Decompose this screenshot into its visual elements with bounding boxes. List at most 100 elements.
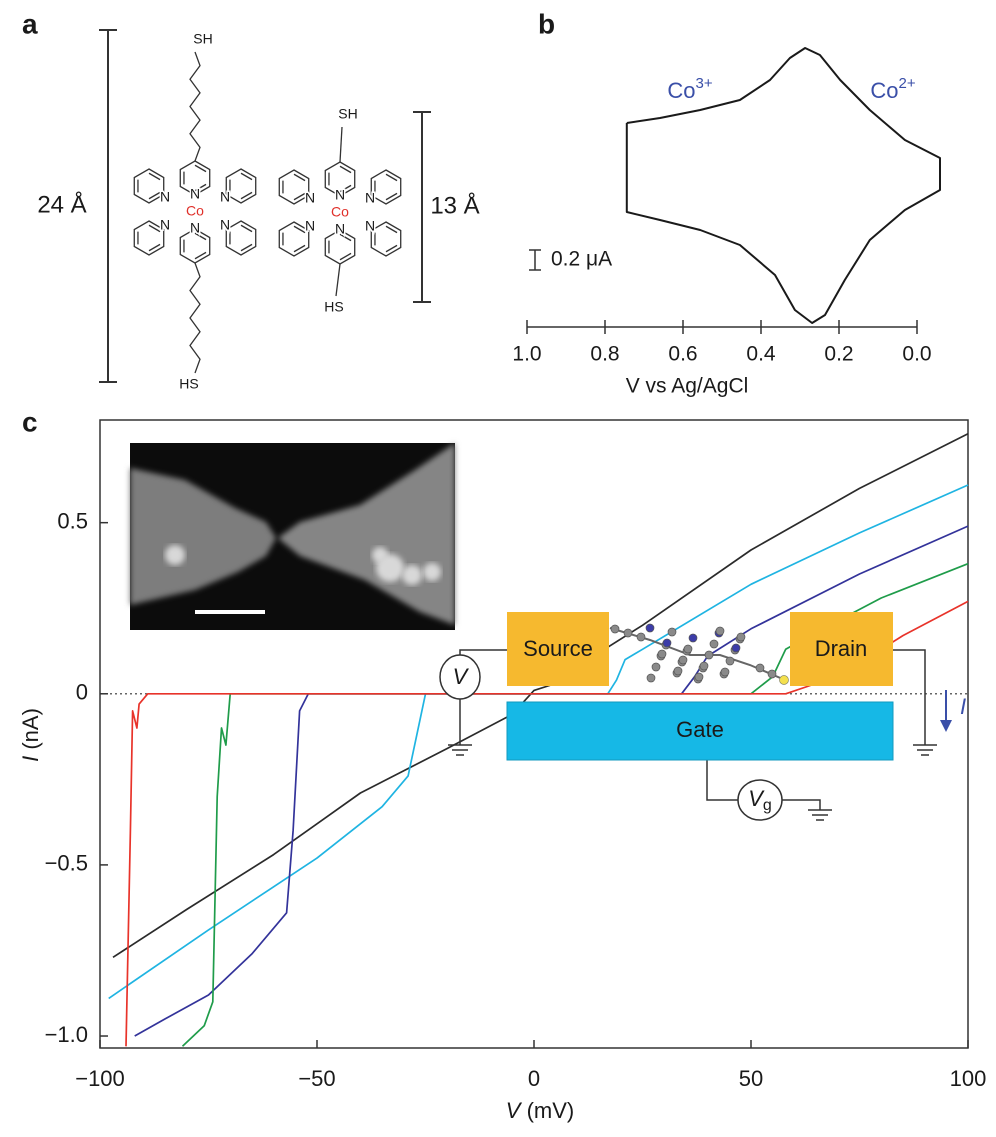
atom	[705, 651, 713, 659]
atom	[679, 656, 687, 664]
gate-voltage-sub: g	[763, 797, 772, 814]
x-tick-label: 0	[528, 1066, 540, 1091]
atom	[726, 657, 734, 665]
metal-label: Co	[186, 203, 204, 219]
sem-particle	[423, 563, 441, 581]
atom	[716, 627, 724, 635]
x-tick-label: 0.2	[824, 343, 853, 366]
nitrogen-label: N	[190, 220, 200, 236]
annotation: Co2+	[870, 75, 915, 103]
drain-label: Drain	[815, 636, 868, 661]
thiol-label: SH	[338, 106, 357, 122]
sem-particle	[402, 565, 422, 585]
atom	[684, 645, 692, 653]
nitrogen-label: N	[305, 190, 315, 206]
x-tick-label: 0.6	[668, 343, 697, 366]
thiol-label: SH	[193, 31, 212, 47]
x-axis-label: V vs Ag/AgCl	[626, 375, 749, 398]
wire	[707, 760, 738, 800]
length-label: 13 Å	[430, 191, 479, 219]
atom	[663, 639, 671, 647]
metal-label: Co	[331, 204, 349, 220]
nitrogen-label: N	[220, 217, 230, 233]
y-tick-label: −1.0	[45, 1022, 88, 1047]
alkyl-chain	[190, 52, 200, 161]
atom	[637, 633, 645, 641]
length-label: 24 Å	[37, 190, 86, 218]
nitrogen-label: N	[365, 218, 375, 234]
x-tick-label: 50	[739, 1066, 763, 1091]
bond	[340, 127, 342, 162]
nitrogen-label: N	[305, 218, 315, 234]
panel-label: c	[22, 406, 38, 437]
sem-particle	[165, 545, 185, 565]
atom	[710, 640, 718, 648]
atom	[652, 663, 660, 671]
x-axis-unit: (mV)	[520, 1098, 574, 1123]
panel-a: SHHSCoNNNNNN24 ÅSHHSCoNNNNNN13 Å	[37, 30, 479, 392]
junction-molecule	[610, 624, 789, 685]
y-tick-label: 0	[76, 680, 88, 705]
atom	[668, 628, 676, 636]
wire	[460, 650, 507, 655]
x-axis-label: V (mV)	[506, 1098, 574, 1123]
y-tick-label: 0.5	[57, 508, 88, 533]
y-tick-label: −0.5	[45, 851, 88, 876]
gate-label: Gate	[676, 717, 724, 742]
nitrogen-label: N	[335, 187, 345, 203]
y-axis-label: I (nA)	[18, 708, 43, 762]
atom	[756, 664, 764, 672]
x-tick-label: 0.8	[590, 343, 619, 366]
wire	[782, 800, 820, 810]
ring	[226, 169, 255, 203]
atom	[721, 668, 729, 676]
atom	[658, 650, 666, 658]
thiol-label: HS	[324, 299, 343, 315]
nitrogen-label: N	[365, 190, 375, 206]
panel-label: b	[538, 8, 555, 39]
nitrogen-label: N	[335, 221, 345, 237]
scale-label: 0.2 μA	[551, 248, 612, 271]
annotation-base: Co	[870, 78, 898, 103]
atom	[737, 633, 745, 641]
x-tick-label: 100	[950, 1066, 987, 1091]
atom	[700, 662, 708, 670]
atom	[674, 667, 682, 675]
voltage-label: V	[453, 664, 470, 689]
bond	[336, 264, 340, 296]
atom	[695, 673, 703, 681]
thiol-label: HS	[179, 376, 198, 392]
annotation-sup: 3+	[696, 75, 713, 92]
alkyl-chain	[190, 263, 200, 373]
annotation-sup: 2+	[899, 75, 916, 92]
atom	[646, 624, 654, 632]
nitrogen-label: N	[160, 189, 170, 205]
atom	[611, 625, 619, 633]
x-tick-label: 1.0	[512, 343, 541, 366]
atom	[624, 629, 632, 637]
source-label: Source	[523, 636, 593, 661]
nitrogen-label: N	[220, 189, 230, 205]
atom	[689, 634, 697, 642]
current-label: I	[960, 694, 966, 719]
figure: a SHHSCoNNNNNN24 ÅSHHSCoNNNNNN13 Å b1.00…	[0, 0, 996, 1137]
sem-particle	[372, 547, 388, 563]
current-arrowhead	[940, 720, 952, 732]
annotation-base: Co	[667, 78, 695, 103]
atom	[768, 670, 776, 678]
x-tick-label: −100	[75, 1066, 125, 1091]
wire	[893, 650, 925, 745]
ring	[226, 221, 255, 255]
nitrogen-label: N	[190, 186, 200, 202]
x-tick-label: 0.0	[902, 343, 931, 366]
x-tick-label: 0.4	[746, 343, 776, 366]
panel-label: a	[22, 8, 38, 39]
atom	[732, 644, 740, 652]
nitrogen-label: N	[160, 217, 170, 233]
ring	[371, 222, 400, 256]
ring	[371, 170, 400, 204]
